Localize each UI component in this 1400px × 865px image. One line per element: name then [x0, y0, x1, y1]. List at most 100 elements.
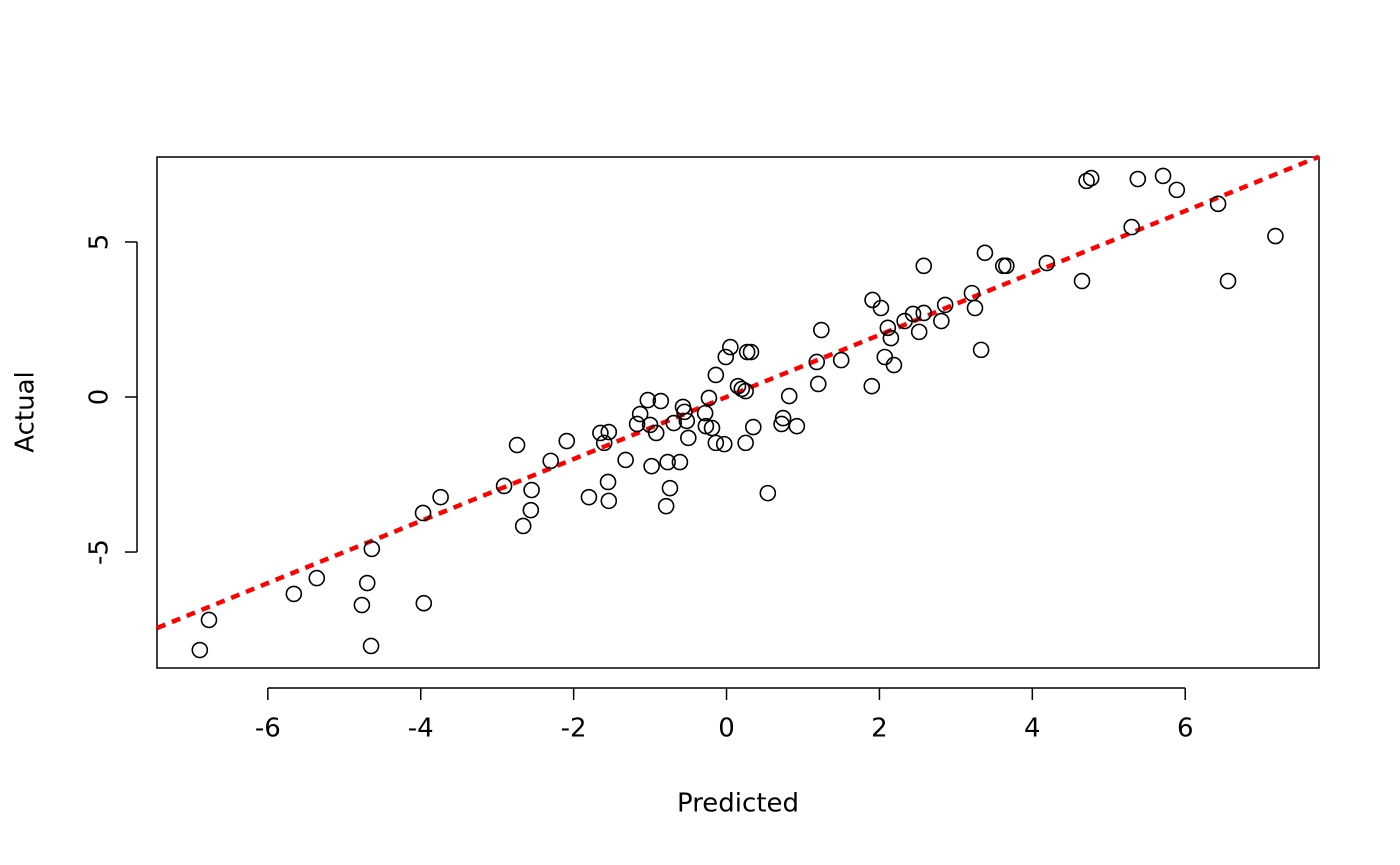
x-tick-label: 6 [1177, 714, 1194, 744]
point [738, 343, 756, 361]
y-tick-label: 0 [85, 389, 115, 406]
point [780, 387, 798, 405]
point [774, 409, 792, 427]
point [976, 244, 994, 262]
y-tick-label: 5 [85, 234, 115, 251]
x-tick-label: 4 [1024, 714, 1041, 744]
point [998, 257, 1015, 275]
point [933, 312, 950, 330]
point [904, 305, 922, 323]
point [700, 389, 718, 407]
point [863, 377, 881, 395]
point [191, 641, 209, 659]
point [358, 574, 376, 592]
point [832, 351, 850, 369]
x-axis-label: Predicted [677, 789, 799, 819]
point [558, 432, 576, 450]
point [1123, 218, 1141, 236]
point [1129, 170, 1147, 188]
point [308, 569, 326, 587]
x-tick-label: 0 [718, 714, 735, 744]
x-tick-label: -6 [255, 714, 281, 744]
point [707, 434, 725, 452]
point [592, 424, 609, 442]
point [200, 611, 218, 629]
point [994, 257, 1012, 275]
point [639, 391, 657, 409]
point [599, 473, 617, 491]
point [631, 405, 649, 423]
y-axis-label: Actual [11, 371, 41, 452]
point [864, 291, 881, 309]
point [715, 435, 733, 453]
point [647, 424, 665, 442]
point [1219, 272, 1237, 290]
point [910, 323, 928, 341]
point [657, 497, 675, 515]
point [717, 348, 735, 366]
point [707, 366, 725, 384]
point [643, 457, 660, 475]
point [523, 481, 540, 499]
point [1078, 172, 1095, 190]
point [628, 415, 646, 433]
point [671, 453, 689, 471]
point [595, 434, 613, 452]
point [652, 392, 670, 410]
point [882, 329, 900, 347]
point [872, 299, 890, 317]
point [617, 451, 634, 469]
point [876, 348, 894, 366]
point [737, 382, 754, 400]
point [936, 296, 954, 314]
plot-frame [156, 156, 1320, 669]
point [362, 637, 380, 655]
point [600, 492, 618, 510]
point [737, 434, 754, 452]
point [353, 596, 371, 614]
point [659, 453, 676, 471]
point [414, 504, 432, 522]
point [966, 299, 984, 317]
point [885, 356, 903, 374]
point [1082, 169, 1100, 187]
point [696, 404, 714, 422]
point [1154, 167, 1172, 185]
point [722, 338, 739, 356]
point [744, 418, 762, 436]
point [915, 304, 933, 322]
point [665, 414, 683, 432]
point [809, 375, 827, 393]
point [522, 501, 540, 519]
point [432, 488, 449, 506]
point [661, 479, 679, 497]
point [580, 488, 598, 506]
point [363, 540, 381, 558]
point [1038, 254, 1056, 272]
x-tick-label: 2 [871, 714, 888, 744]
point [1073, 272, 1091, 290]
point [813, 321, 830, 339]
x-tick-label: -2 [561, 714, 587, 744]
point [1209, 195, 1227, 213]
point [742, 343, 760, 361]
point [808, 353, 826, 371]
point [879, 319, 897, 337]
y-tick-label: -5 [85, 539, 115, 565]
point [680, 429, 697, 447]
point [285, 585, 303, 603]
point [733, 380, 751, 398]
point [514, 517, 532, 535]
point [495, 477, 513, 495]
point [600, 423, 618, 441]
point [759, 484, 777, 502]
point [678, 412, 696, 430]
point [703, 419, 721, 437]
point [508, 436, 526, 454]
point [415, 594, 433, 612]
point [676, 403, 693, 421]
point [1267, 227, 1284, 245]
point [697, 417, 715, 435]
point [542, 452, 560, 470]
